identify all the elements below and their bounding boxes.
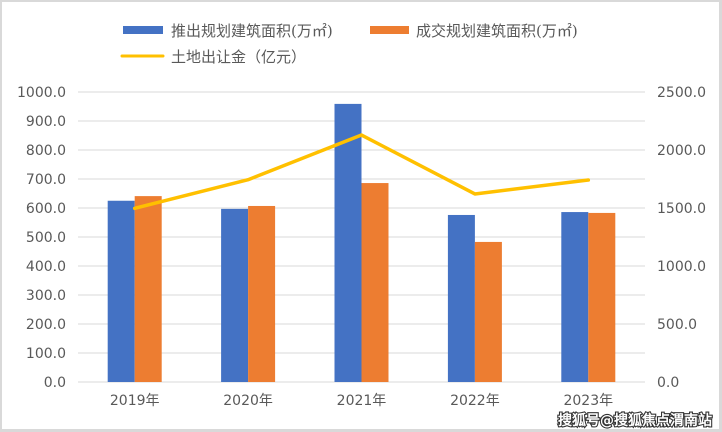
- legend-item-land-revenue[interactable]: 土地出让金（亿元）: [120, 48, 306, 66]
- x-tick-label: 2020年: [223, 393, 273, 409]
- line-series: [132, 133, 591, 211]
- right-tick-label: 2000.0: [657, 143, 706, 159]
- right-tick-label: 2500.0: [657, 85, 706, 101]
- left-tick-label: 100.0: [26, 346, 66, 362]
- left-tick-label: 700.0: [26, 172, 66, 188]
- x-tick-label: 2023年: [563, 393, 613, 409]
- bar-launched-4[interactable]: [561, 212, 589, 382]
- legend-swatch-orange: [370, 26, 409, 34]
- left-tick-label: 800.0: [26, 143, 66, 159]
- bar-sold-1[interactable]: [248, 205, 276, 382]
- legend-swatch-blue: [123, 26, 163, 34]
- bar-sold-4[interactable]: [588, 212, 616, 382]
- left-tick-label: 600.0: [26, 201, 66, 217]
- left-tick-label: 300.0: [26, 288, 66, 304]
- left-tick-label: 0.0: [44, 375, 66, 391]
- left-tick-label: 900.0: [26, 114, 66, 130]
- x-axis-ticks: 2019年 2020年 2021年 2022年 2023年: [110, 393, 613, 409]
- left-tick-label: 400.0: [26, 259, 66, 275]
- bar-launched-1[interactable]: [221, 208, 249, 382]
- bar-sold-0[interactable]: [134, 196, 162, 382]
- right-axis-ticks: 0.0 500.0 1000.0 1500.0 2000.0 2500.0: [657, 85, 706, 391]
- right-tick-label: 0.0: [657, 375, 679, 391]
- watermark: 搜狐号@搜狐焦点渭南站: [558, 412, 712, 429]
- bar-sold-2[interactable]: [361, 183, 389, 382]
- left-axis-ticks: 0.0 100.0 200.0 300.0 400.0 500.0 600.0 700.0 80…: [17, 85, 66, 391]
- x-tick-label: 2019年: [110, 393, 160, 409]
- bar-launched-2[interactable]: [334, 103, 362, 382]
- left-tick-label: 200.0: [26, 317, 66, 333]
- x-tick-label: 2022年: [450, 393, 500, 409]
- legend-label: 推出规划建筑面积(万㎡): [171, 22, 333, 40]
- land-revenue-line[interactable]: [132, 133, 591, 211]
- right-tick-label: 1500.0: [657, 201, 706, 217]
- legend: 推出规划建筑面积(万㎡) 成交规划建筑面积(万㎡) 土地出让金（亿元）: [120, 22, 578, 66]
- x-tick-label: 2021年: [337, 393, 387, 409]
- right-tick-label: 500.0: [657, 317, 697, 333]
- left-tick-label: 500.0: [26, 230, 66, 246]
- bar-launched-0[interactable]: [107, 200, 135, 382]
- bar-launched-3[interactable]: [447, 214, 475, 382]
- right-tick-label: 1000.0: [657, 259, 706, 275]
- bar-sold-3[interactable]: [474, 241, 502, 382]
- left-tick-label: 1000.0: [17, 85, 66, 101]
- legend-item-launched-area[interactable]: 推出规划建筑面积(万㎡): [123, 22, 333, 40]
- legend-label: 土地出让金（亿元）: [171, 48, 306, 66]
- legend-label: 成交规划建筑面积(万㎡): [416, 22, 578, 40]
- legend-item-sold-area[interactable]: 成交规划建筑面积(万㎡): [370, 22, 578, 40]
- bars: [107, 103, 616, 382]
